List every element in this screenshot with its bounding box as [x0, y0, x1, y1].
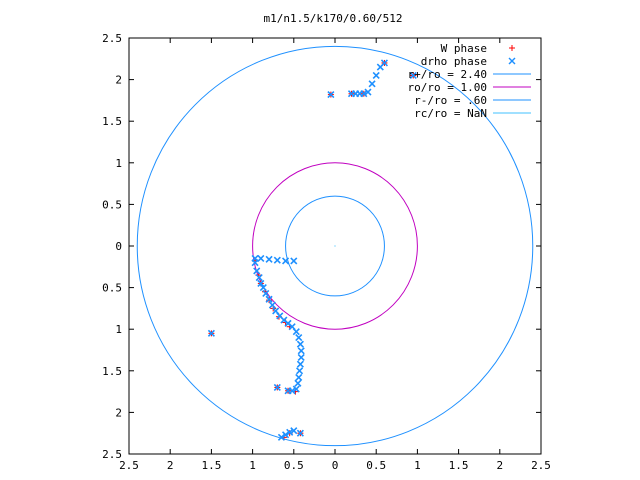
x-tick-label: 0.5 — [284, 459, 304, 472]
point-1-48 — [296, 429, 304, 437]
point-1-38 — [295, 373, 303, 382]
point-1-17 — [290, 257, 298, 265]
y-tick-label: 1 — [115, 157, 122, 170]
y-tick-label: 0 — [115, 240, 122, 253]
legend-entry-3: ro/ro = 1.00 — [408, 81, 531, 94]
x-tick-label: 1.5 — [201, 459, 221, 472]
legend-label: W phase — [441, 42, 487, 55]
point-1-47 — [277, 433, 286, 441]
point-1-24 — [265, 295, 273, 303]
x-tick-label: 1.5 — [449, 459, 469, 472]
x-tick-label: 2 — [496, 459, 503, 472]
point-1-45 — [286, 428, 294, 436]
point-1-19 — [253, 267, 261, 275]
legend-label: ro/ro = 1.00 — [408, 81, 487, 94]
point-1-25 — [268, 301, 276, 309]
point-1-21 — [257, 279, 265, 288]
legend-label: r-/ro = .60 — [414, 94, 487, 107]
y-tick-label: 2.5 — [102, 32, 122, 45]
chart-title: m1/n1.5/k170/0.60/512 — [263, 12, 402, 25]
point-1-46 — [281, 431, 290, 439]
point-1-1 — [376, 63, 384, 71]
x-tick-label: 2.5 — [531, 459, 551, 472]
legend-entry-0: W phase — [441, 42, 515, 55]
point-1-18 — [251, 259, 259, 267]
point-1-9 — [347, 90, 356, 98]
point-1-35 — [297, 353, 305, 362]
circle-curves — [136, 45, 534, 447]
legend-label: rc/ro = NaN — [414, 107, 487, 120]
center-dot — [334, 245, 336, 247]
x-tick-label: 0 — [332, 459, 339, 472]
point-1-4 — [364, 88, 372, 96]
point-1-37 — [296, 367, 304, 375]
point-1-10 — [327, 91, 335, 99]
point-1-33 — [296, 340, 304, 348]
point-1-22 — [259, 284, 267, 292]
point-1-44 — [290, 427, 298, 435]
point-1-3 — [368, 80, 376, 88]
point-1-31 — [292, 328, 300, 336]
legend-entry-2: r+/ro = 2.40 — [408, 68, 531, 81]
y-tick-label: 1.5 — [102, 115, 122, 128]
x-tick-label: 1 — [249, 459, 256, 472]
y-tick-label: 0.5 — [102, 198, 122, 211]
point-1-14 — [265, 255, 273, 263]
point-1-15 — [273, 256, 281, 264]
legend-entry-1: drho phase — [421, 55, 516, 68]
point-1-43 — [273, 383, 281, 392]
point-1-34 — [297, 347, 305, 355]
y-tick-label: 1 — [115, 323, 122, 336]
y-tick-label: 2 — [115, 74, 122, 87]
point-1-11 — [207, 329, 215, 337]
point-1-20 — [255, 274, 263, 282]
legend-entry-5: rc/ro = NaN — [414, 107, 531, 120]
circle-curve-1 — [252, 162, 418, 330]
point-1-42 — [284, 387, 292, 395]
y-tick-label: 2.5 — [102, 448, 122, 461]
y-tick-label: 0.5 — [102, 282, 122, 295]
circle-curve-0 — [136, 45, 534, 447]
data-points — [207, 59, 417, 441]
y-tick-label: 2 — [115, 406, 122, 419]
axis-ticks: 2.5 2 1.5 1 0.5 0 0.5 1 1.5 2 2.52.521.510.500.511… — [102, 32, 551, 472]
legend-label: drho phase — [421, 55, 487, 68]
legend-label: r+/ro = 2.40 — [408, 68, 487, 81]
point-1-40 — [292, 385, 300, 393]
x-tick-label: 0.5 — [366, 459, 386, 472]
x-tick-label: 1 — [414, 459, 421, 472]
point-1-23 — [262, 289, 270, 297]
point-1-2 — [372, 71, 380, 80]
point-1-13 — [257, 254, 265, 263]
x-tick-label: 2 — [167, 459, 174, 472]
x-tick-label: 2.5 — [119, 459, 139, 472]
point-1-8 — [409, 71, 417, 80]
point-1-16 — [281, 257, 290, 265]
point-1-32 — [295, 333, 303, 342]
point-1-36 — [296, 360, 304, 368]
circle-curve-2 — [285, 195, 385, 297]
point-1-39 — [294, 379, 302, 387]
legend-entry-4: r-/ro = .60 — [414, 94, 531, 107]
y-tick-label: 1.5 — [102, 365, 122, 378]
